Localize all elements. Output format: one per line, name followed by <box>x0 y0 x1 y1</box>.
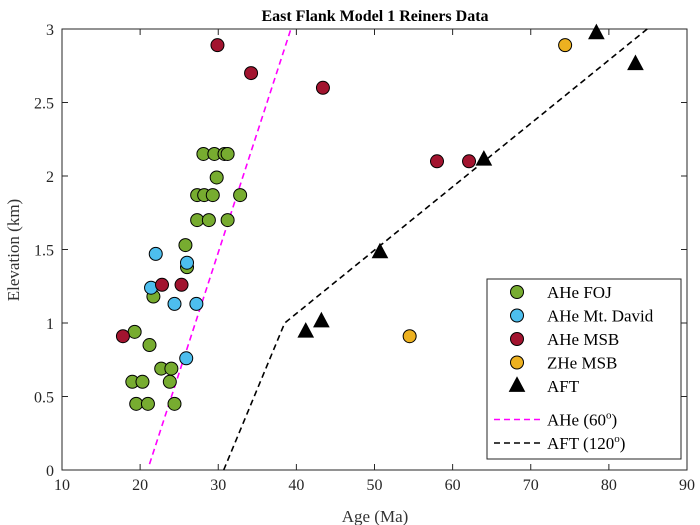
data-point <box>220 213 235 228</box>
legend-label: AHe Mt. David <box>547 307 654 326</box>
legend-label: AFT <box>547 377 580 396</box>
y-tick-label: 0 <box>46 463 54 480</box>
y-tick-label: 2 <box>46 169 54 186</box>
data-point <box>209 170 224 185</box>
data-point <box>588 23 605 40</box>
data-point <box>558 38 573 53</box>
x-tick-label: 60 <box>445 477 461 494</box>
legend-marker <box>510 355 524 370</box>
data-point <box>220 146 235 161</box>
data-point <box>190 213 205 228</box>
data-point <box>142 338 157 353</box>
data-point <box>115 329 130 344</box>
legend-label: ZHe MSB <box>547 354 617 373</box>
y-axis-label: Elevation (km) <box>4 199 23 301</box>
x-tick-label: 90 <box>679 477 695 494</box>
data-point <box>210 38 225 53</box>
x-axis-label: Age (Ma) <box>342 507 409 525</box>
x-tick-label: 20 <box>132 477 148 494</box>
data-point <box>201 213 216 228</box>
legend-marker <box>510 308 524 323</box>
legend-label: AHe FOJ <box>547 283 612 302</box>
data-point <box>148 246 163 261</box>
legend-label: AHe MSB <box>547 330 619 349</box>
legend-marker <box>508 376 526 392</box>
data-point <box>627 54 644 71</box>
y-tick-label: 1 <box>46 316 54 333</box>
data-point <box>155 277 169 292</box>
data-point <box>315 80 330 95</box>
data-point <box>167 296 182 311</box>
data-point <box>162 374 177 389</box>
chart-title: East Flank Model 1 Reiners Data <box>261 8 488 25</box>
data-point <box>462 154 477 169</box>
legend-label: AFT (120o) <box>547 433 625 453</box>
data-point <box>164 361 179 376</box>
x-tick-label: 70 <box>523 477 539 494</box>
model-line <box>222 28 648 471</box>
data-point <box>174 277 189 292</box>
data-point <box>135 374 150 389</box>
x-tick-label: 30 <box>210 477 226 494</box>
data-point <box>129 396 144 411</box>
x-tick-label: 10 <box>54 477 70 494</box>
data-point <box>402 329 417 344</box>
data-point <box>180 255 194 270</box>
y-tick-label: 3 <box>46 22 54 39</box>
data-point <box>178 238 193 253</box>
x-tick-label: 80 <box>601 477 617 494</box>
data-point <box>430 154 444 169</box>
x-tick-label: 40 <box>288 477 304 494</box>
model-line <box>148 28 292 465</box>
data-point <box>167 396 182 411</box>
y-tick-label: 2.5 <box>34 96 54 113</box>
data-point <box>140 396 155 411</box>
data-point <box>233 188 248 203</box>
data-point <box>475 150 493 166</box>
data-point <box>244 66 259 81</box>
legend-marker <box>510 332 524 346</box>
y-tick-label: 1.5 <box>34 243 54 260</box>
data-point <box>313 311 330 328</box>
data-point <box>127 324 142 339</box>
legend-label: AHe (60o) <box>547 410 617 430</box>
data-point <box>297 322 315 338</box>
legend-marker <box>510 285 524 299</box>
data-point <box>189 296 204 311</box>
y-tick-label: 0.5 <box>34 390 54 407</box>
x-tick-label: 50 <box>367 477 383 494</box>
data-point <box>371 242 389 259</box>
data-point <box>179 351 194 366</box>
data-point <box>205 188 220 203</box>
